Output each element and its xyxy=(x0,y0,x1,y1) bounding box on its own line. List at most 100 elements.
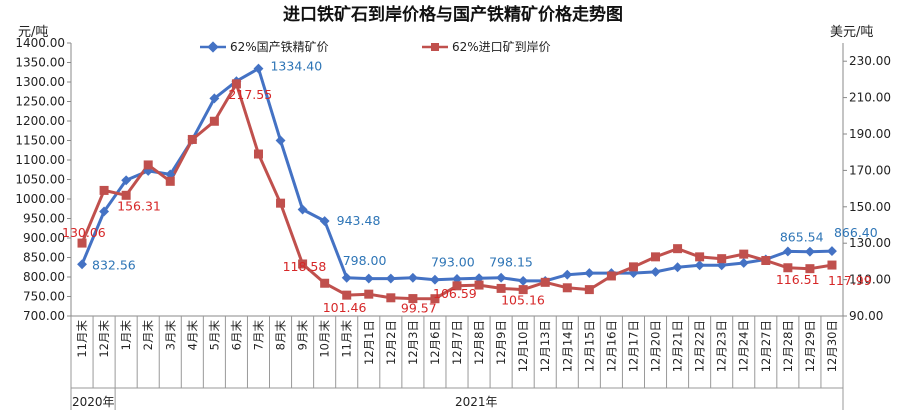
x-tick-label: 12月28日 xyxy=(781,320,795,372)
import-price-point xyxy=(386,293,396,303)
domestic-data-label: 798.15 xyxy=(489,255,533,270)
legend-marker-import xyxy=(431,43,439,51)
domestic-price-point xyxy=(562,269,573,280)
y-left-tick-label: 1400.00 xyxy=(15,36,65,50)
import-price-point xyxy=(651,252,661,262)
import-price-point xyxy=(231,79,241,89)
import-price-point xyxy=(673,244,683,254)
import-price-point xyxy=(540,277,550,287)
import-price-point xyxy=(253,149,263,159)
domestic-price-point xyxy=(650,266,661,277)
x-tick-label: 12月2日 xyxy=(384,320,398,365)
x-tick-label: 12月16日 xyxy=(604,320,618,372)
x-tick-label: 8月末 xyxy=(274,320,288,351)
import-price-point xyxy=(474,280,484,290)
x-tick-label: 12月23日 xyxy=(715,320,729,372)
domestic-price-point xyxy=(275,135,286,146)
import-price-point xyxy=(121,190,131,200)
y-left-tick-label: 1200.00 xyxy=(15,114,65,128)
domestic-data-label: 866.40 xyxy=(834,225,878,240)
x-tick-label: 2月末 xyxy=(141,320,155,351)
import-data-label: 116.51 xyxy=(776,272,820,287)
domestic-price-point xyxy=(341,272,352,283)
import-price-point xyxy=(717,254,727,264)
import-data-label: 117.99 xyxy=(828,273,872,288)
import-price-point xyxy=(165,176,175,186)
domestic-data-label: 943.48 xyxy=(337,213,381,228)
domestic-price-point xyxy=(319,216,330,226)
legend-label-domestic: 62%国产铁精矿价 xyxy=(230,40,329,54)
x-tick-label: 11月末 xyxy=(75,320,89,358)
import-data-label: 217.55 xyxy=(228,87,272,102)
import-price-point xyxy=(320,278,330,288)
y-left-tick-label: 900.00 xyxy=(23,231,65,245)
domestic-data-label: 1334.40 xyxy=(270,59,322,74)
import-data-label: 101.46 xyxy=(323,300,367,315)
y-left-tick-label: 1150.00 xyxy=(15,134,65,148)
data-labels: 832.56 1334.40 943.48 798.00 793.00 798.15 865… xyxy=(62,59,878,316)
domestic-price-point xyxy=(694,260,705,271)
x-tick-label: 12月6日 xyxy=(428,320,442,365)
x-tick-label: 9月末 xyxy=(296,320,310,351)
y-left-tick-label: 800.00 xyxy=(23,270,65,284)
domestic-price-point xyxy=(385,273,396,284)
domestic-price-point xyxy=(584,268,595,279)
legend-label-import: 62%进口矿到岸价 xyxy=(452,40,551,54)
import-price-point xyxy=(143,160,153,170)
chart-title: 进口铁矿石到岸价格与国产铁精矿价格走势图 xyxy=(283,4,623,25)
y-right-tick-label: 210.00 xyxy=(849,91,891,105)
x-tick-label: 1月末 xyxy=(119,320,133,351)
x-tick-label: 12月22日 xyxy=(693,320,707,372)
domestic-price-point xyxy=(738,258,749,268)
domestic-price-point xyxy=(297,204,308,215)
x-tick-label: 12月3日 xyxy=(406,320,420,365)
import-price-point xyxy=(783,263,793,273)
domestic-price-point xyxy=(672,262,683,273)
y-right-tick-label: 130.00 xyxy=(849,236,891,250)
x-tick-label: 12月30日 xyxy=(825,320,839,372)
import-data-label: 106.59 xyxy=(433,286,477,301)
y-left-tick-label: 700.00 xyxy=(23,309,65,323)
import-data-label: 118.58 xyxy=(283,259,327,274)
legend: 62%国产铁精矿价 62%进口矿到岸价 xyxy=(200,40,551,54)
domestic-data-label: 793.00 xyxy=(431,255,475,270)
x-tick-label: 4月末 xyxy=(185,320,199,351)
import-price-point xyxy=(452,281,462,291)
import-data-label: 105.16 xyxy=(501,292,545,307)
import-data-label: 99.57 xyxy=(401,301,437,316)
x-axis-labels: 11月末 12月末 1月末 2月末 3月末 4月末 5月末 6月末 7月末 8月末 9月末 10月末 1… xyxy=(75,320,839,373)
import-price-point xyxy=(342,290,352,300)
x-tick-label: 12月末 xyxy=(97,320,111,358)
y-left-tick-label: 1050.00 xyxy=(15,173,65,187)
y-left-tick-label: 850.00 xyxy=(23,251,65,265)
x-tick-label: 10月末 xyxy=(318,320,332,358)
y-left-tick-label: 1000.00 xyxy=(15,192,65,206)
x-tick-label: 6月末 xyxy=(229,320,243,351)
import-price-point xyxy=(276,198,286,208)
domestic-data-label: 798.00 xyxy=(343,253,387,268)
y-right-tick-label: 230.00 xyxy=(849,54,891,68)
domestic-price-point xyxy=(518,275,529,286)
x-tick-label: 12月9日 xyxy=(494,320,508,365)
domestic-price-point xyxy=(429,274,440,285)
import-price-point xyxy=(209,116,219,126)
import-price-point xyxy=(827,260,837,270)
domestic-data-label: 832.56 xyxy=(92,257,136,272)
domestic-price-point xyxy=(496,272,507,283)
year-label-2020: 2020年 xyxy=(72,395,115,409)
x-tick-label: 12月14日 xyxy=(560,320,574,372)
y-left-tick-label: 1300.00 xyxy=(15,75,65,89)
import-price-point xyxy=(628,262,638,272)
y-axis-left-unit: 元/吨 xyxy=(18,25,48,40)
import-price-point xyxy=(805,264,815,274)
domestic-price-point xyxy=(407,272,418,283)
x-tick-label: 12月27日 xyxy=(759,320,773,372)
legend-marker-domestic xyxy=(207,41,219,53)
x-tick-label: 12月8日 xyxy=(472,320,486,365)
import-price-point xyxy=(518,285,528,295)
import-price-point xyxy=(364,289,374,299)
import-price-point xyxy=(496,283,506,293)
import-price-point xyxy=(584,285,594,295)
x-tick-label: 12月24日 xyxy=(737,320,751,372)
